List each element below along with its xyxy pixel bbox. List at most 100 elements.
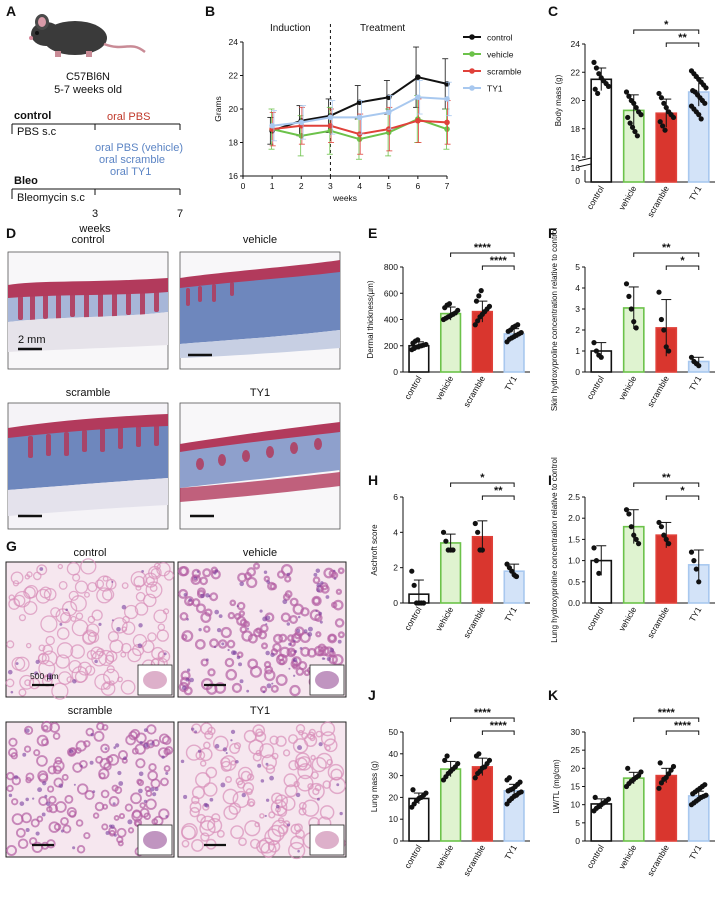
c-y-axis-label: Body mass (g) — [554, 74, 563, 126]
he-nucleus — [143, 742, 149, 748]
he-alveolus — [124, 803, 133, 812]
he-alveolus — [323, 567, 335, 579]
he-alveolus — [36, 734, 49, 747]
week-3-tick: 3 — [92, 208, 98, 220]
he-alveolus — [111, 784, 119, 792]
he-alveolus — [98, 772, 106, 780]
h-category-label: vehicle — [433, 605, 455, 633]
he-alveolus — [291, 656, 302, 667]
he-alveolus — [191, 795, 200, 805]
panel-label-f: F — [548, 225, 557, 241]
he-alveolus — [108, 796, 120, 807]
he-alveolus — [199, 760, 207, 767]
he-nucleus — [19, 801, 25, 806]
bleomycin-sc-label: Bleomycin s.c — [17, 192, 85, 204]
he-nucleus — [337, 639, 342, 644]
he-alveolus — [18, 688, 27, 697]
b-point-ty1 — [298, 119, 305, 126]
he-nucleus — [138, 623, 143, 628]
he-alveolus — [224, 657, 235, 668]
he-alveolus — [295, 667, 305, 676]
j-y-tick-label: 0 — [393, 836, 398, 846]
he-alveolus — [233, 742, 242, 750]
he-nucleus — [293, 639, 296, 643]
c-point-control — [605, 83, 612, 89]
b-x-tick-label: 4 — [357, 181, 362, 191]
he-alveolus — [100, 743, 110, 754]
d-title-vehicle: vehicle — [243, 234, 277, 246]
he-alveolus — [286, 634, 295, 642]
he-alveolus — [56, 642, 74, 659]
he-nucleus — [104, 747, 108, 751]
k-point-control — [592, 794, 598, 801]
he-alveolus — [276, 806, 288, 817]
he-alveolus — [184, 596, 195, 607]
he-alveolus — [43, 587, 57, 601]
he-alveolus — [282, 593, 291, 601]
he-alveolus — [320, 731, 336, 746]
he-nucleus — [222, 747, 228, 752]
j-point-scramble — [472, 775, 478, 781]
he-alveolus — [50, 607, 61, 618]
he-alveolus — [164, 746, 174, 755]
e-point-scramble — [473, 298, 480, 304]
he-alveolus — [288, 614, 299, 625]
he-nucleus — [270, 652, 275, 658]
he-nucleus — [127, 819, 133, 825]
he-nucleus — [262, 690, 266, 694]
e-category-label: vehicle — [433, 374, 455, 402]
he-image-vehicle — [177, 561, 347, 698]
panel-i-chart: I 0.0 0.5 1.0 1.5 2.0 2.5 control vehicle scramb… — [548, 457, 715, 643]
he-alveolus — [284, 575, 292, 583]
k-sig-stars: **** — [674, 720, 692, 732]
i-point-vehicle — [633, 536, 639, 543]
he-nucleus — [275, 804, 280, 809]
he-alveolus — [83, 832, 91, 840]
panel-f-chart: F 0 1 2 3 4 5 control vehicle scramble TY1 Skin hy… — [548, 225, 715, 411]
he-nucleus — [94, 659, 98, 664]
age-label: 5-7 weeks old — [54, 84, 122, 96]
he-alveolus — [15, 827, 26, 838]
he-alveolus — [46, 806, 53, 813]
c-point-scramble — [656, 90, 662, 97]
he-nucleus — [319, 620, 323, 624]
i-point-vehicle — [628, 524, 634, 530]
he-nucleus — [238, 662, 243, 667]
j-category-label: control — [402, 843, 423, 870]
he-nucleus — [139, 740, 143, 745]
f-sig-bracket — [665, 265, 700, 270]
he-alveolus — [319, 645, 330, 657]
b-point-ty1 — [327, 114, 334, 121]
he-alveolus — [145, 798, 157, 810]
i-sig-stars: ** — [662, 472, 671, 484]
e-sig-bracket — [481, 265, 515, 270]
f-sig-bracket — [633, 252, 700, 257]
he-alveolus — [200, 832, 210, 842]
he-alveolus — [267, 840, 281, 853]
he-nucleus — [7, 669, 13, 675]
he-alveolus — [94, 801, 105, 812]
e-bar-vehicle — [439, 312, 462, 373]
he-alveolus — [332, 599, 344, 611]
he-nucleus — [333, 569, 336, 573]
k-y-tick-label: 15 — [571, 782, 581, 792]
he-nucleus — [225, 752, 228, 755]
b-point-control — [415, 74, 421, 80]
c-broken-tick: 16 — [571, 163, 581, 173]
he-alveolus — [268, 811, 276, 819]
he-alveolus — [195, 772, 211, 788]
i-point-scramble — [658, 524, 665, 530]
he-alveolus — [239, 618, 248, 627]
b-point-ty1 — [385, 109, 392, 116]
e-point-control — [415, 337, 421, 343]
he-alveolus — [35, 588, 51, 604]
he-alveolus — [120, 679, 136, 695]
b-x-tick-label: 0 — [241, 181, 246, 191]
strain-label: C57Bl6N — [66, 71, 110, 83]
panel-k-chart: K 0 5 10 15 20 25 30 control vehicle scramble TY1 L… — [548, 687, 715, 878]
c-point-vehicle — [626, 93, 632, 99]
he-nucleus — [236, 655, 241, 660]
he-alveolus — [26, 571, 33, 578]
h-y-axis-label: Aschroft score — [370, 524, 379, 576]
weeks-label: weeks — [78, 223, 111, 235]
